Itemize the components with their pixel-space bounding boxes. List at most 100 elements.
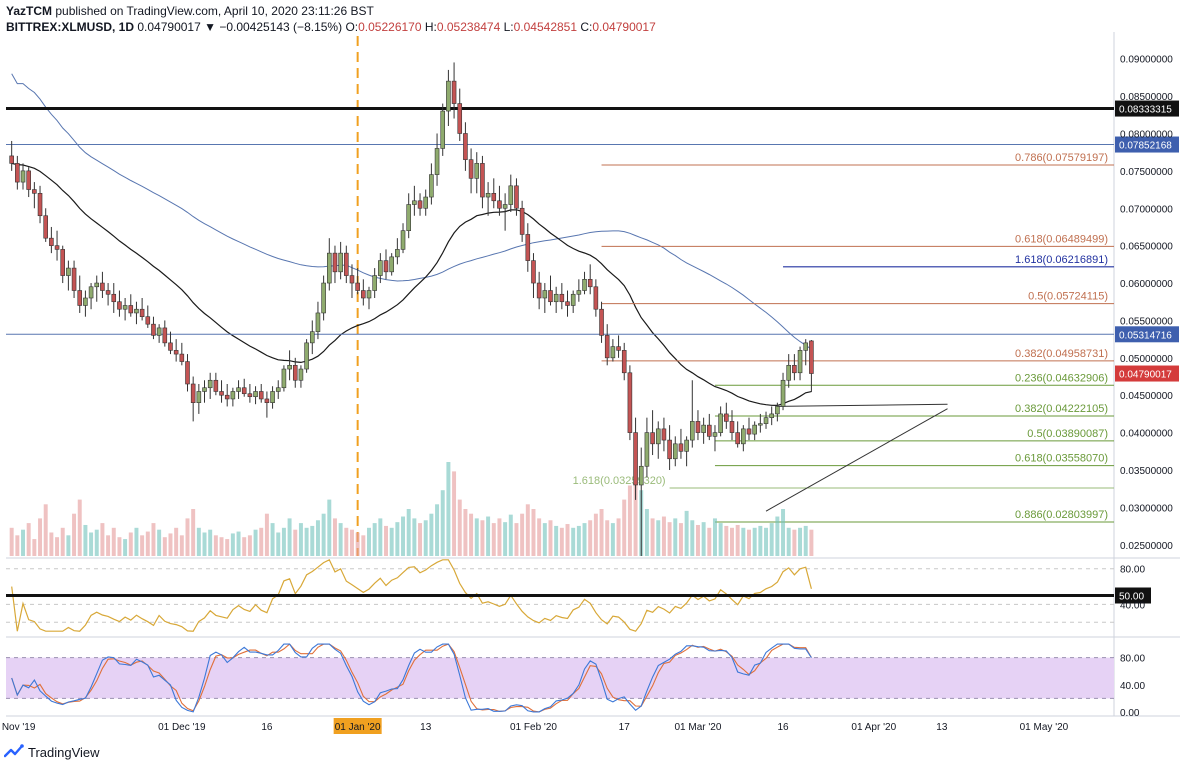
open-value: 0.05226170 [358, 20, 422, 34]
volume-bar [548, 520, 553, 556]
volume-bar [497, 518, 502, 556]
volume-bar [440, 490, 445, 556]
volume-bar [191, 509, 196, 556]
candle-body [196, 391, 202, 403]
time-axis-tick: 16 [261, 722, 273, 733]
chart-canvas[interactable]: 0.08333315 0.07852168 0.05314716 0.786(0.07… [0, 0, 1180, 738]
candle-body [616, 346, 621, 351]
candle-body [497, 200, 502, 209]
candle-body [661, 428, 667, 441]
candle-body [54, 245, 60, 250]
volume-bar [616, 518, 621, 556]
candle-body [690, 421, 695, 441]
candle-body [650, 432, 655, 445]
candle-body [383, 260, 389, 273]
volume-bar [741, 527, 746, 556]
volume-bar [202, 532, 207, 556]
volume-bar [89, 532, 94, 556]
volume-bar [140, 535, 145, 556]
volume-bar [508, 514, 513, 556]
volume-bar [49, 532, 54, 556]
candle-body [474, 163, 480, 179]
volume-bar [758, 525, 763, 556]
candle-body [582, 279, 587, 291]
volume-bar [463, 509, 468, 556]
price-axis-tick: 0.05500000 [1120, 316, 1173, 327]
tradingview-footer[interactable]: TradingView [4, 743, 100, 761]
volume-bar [264, 513, 269, 556]
candle-body [168, 342, 173, 351]
volume-bar [514, 523, 519, 556]
candle-body [769, 413, 774, 418]
volume-bar [100, 523, 105, 556]
high-value: 0.05238474 [436, 20, 501, 34]
candle-body [145, 316, 151, 325]
stoch-axis-tick: 40.00 [1120, 681, 1145, 692]
volume-bar [747, 529, 751, 556]
candle-body [752, 424, 757, 435]
candle-body [412, 200, 417, 205]
volume-bar [764, 527, 769, 556]
price-axis-tag-label: 0.05314716 [1119, 330, 1172, 341]
fibonacci-level-label: 0.618(0.06489499) [1015, 233, 1108, 245]
time-axis-tick: 01 Dec '19 [158, 722, 206, 733]
volume-bar [752, 527, 757, 556]
volume-bar [315, 520, 320, 556]
sma-line [11, 73, 812, 350]
candle-body [43, 215, 48, 239]
time-axis-tick: 01 Mar '20 [674, 722, 721, 733]
candle-body [309, 331, 315, 344]
price-axis-tick: 0.06500000 [1120, 242, 1173, 253]
candle-body [565, 301, 570, 306]
date-highlight-tag [333, 718, 382, 734]
rsi-axis-tick: 40.00 [1120, 600, 1145, 611]
candle-body [712, 432, 718, 437]
price-axis-tag [1115, 326, 1179, 343]
fibonacci-level-label: 0.786(0.07579197) [1015, 152, 1108, 164]
volume-bar [554, 525, 559, 556]
volume-bar [287, 518, 292, 556]
candle-body [179, 353, 185, 362]
volume-bar [633, 466, 638, 556]
candle-body [525, 234, 531, 261]
candle-body [207, 379, 213, 389]
volume-bar [542, 523, 547, 556]
volume-bar [145, 531, 150, 556]
volume-bar [9, 527, 14, 556]
volume-bar [367, 527, 371, 556]
high-label: H: [424, 20, 437, 34]
candle-body [230, 391, 236, 400]
candle-body [707, 424, 712, 437]
candle-body [519, 207, 525, 235]
candle-body [531, 260, 536, 284]
candle-body [122, 305, 128, 310]
volume-bar [26, 523, 31, 556]
rsi-axis-tick: 80.00 [1120, 565, 1145, 576]
candle-body [803, 342, 809, 351]
time-axis-tick: 17 [619, 722, 631, 733]
candle-body [111, 293, 117, 303]
candle-body [185, 361, 190, 385]
volume-bar [423, 520, 428, 556]
candle-body [94, 282, 100, 288]
volume-bar [599, 509, 604, 556]
candle-body [20, 170, 26, 183]
volume-bar [332, 518, 337, 556]
candle-body [156, 327, 162, 336]
candle-body [275, 387, 281, 392]
tradingview-logo-icon [4, 744, 24, 758]
volume-bar [55, 537, 60, 556]
volume-bar [588, 520, 593, 556]
candle-body [463, 133, 468, 160]
price-axis-tick: 0.07000000 [1120, 204, 1173, 215]
candle-body [219, 391, 224, 396]
volume-bar [781, 509, 786, 556]
candle-body [162, 327, 168, 344]
candle-body [49, 237, 54, 246]
candle-body [66, 267, 71, 276]
candle-body [15, 163, 20, 183]
candle-body [763, 417, 769, 424]
stoch-band [6, 657, 1114, 699]
low-label: L: [503, 20, 514, 34]
volume-bar [798, 527, 803, 556]
